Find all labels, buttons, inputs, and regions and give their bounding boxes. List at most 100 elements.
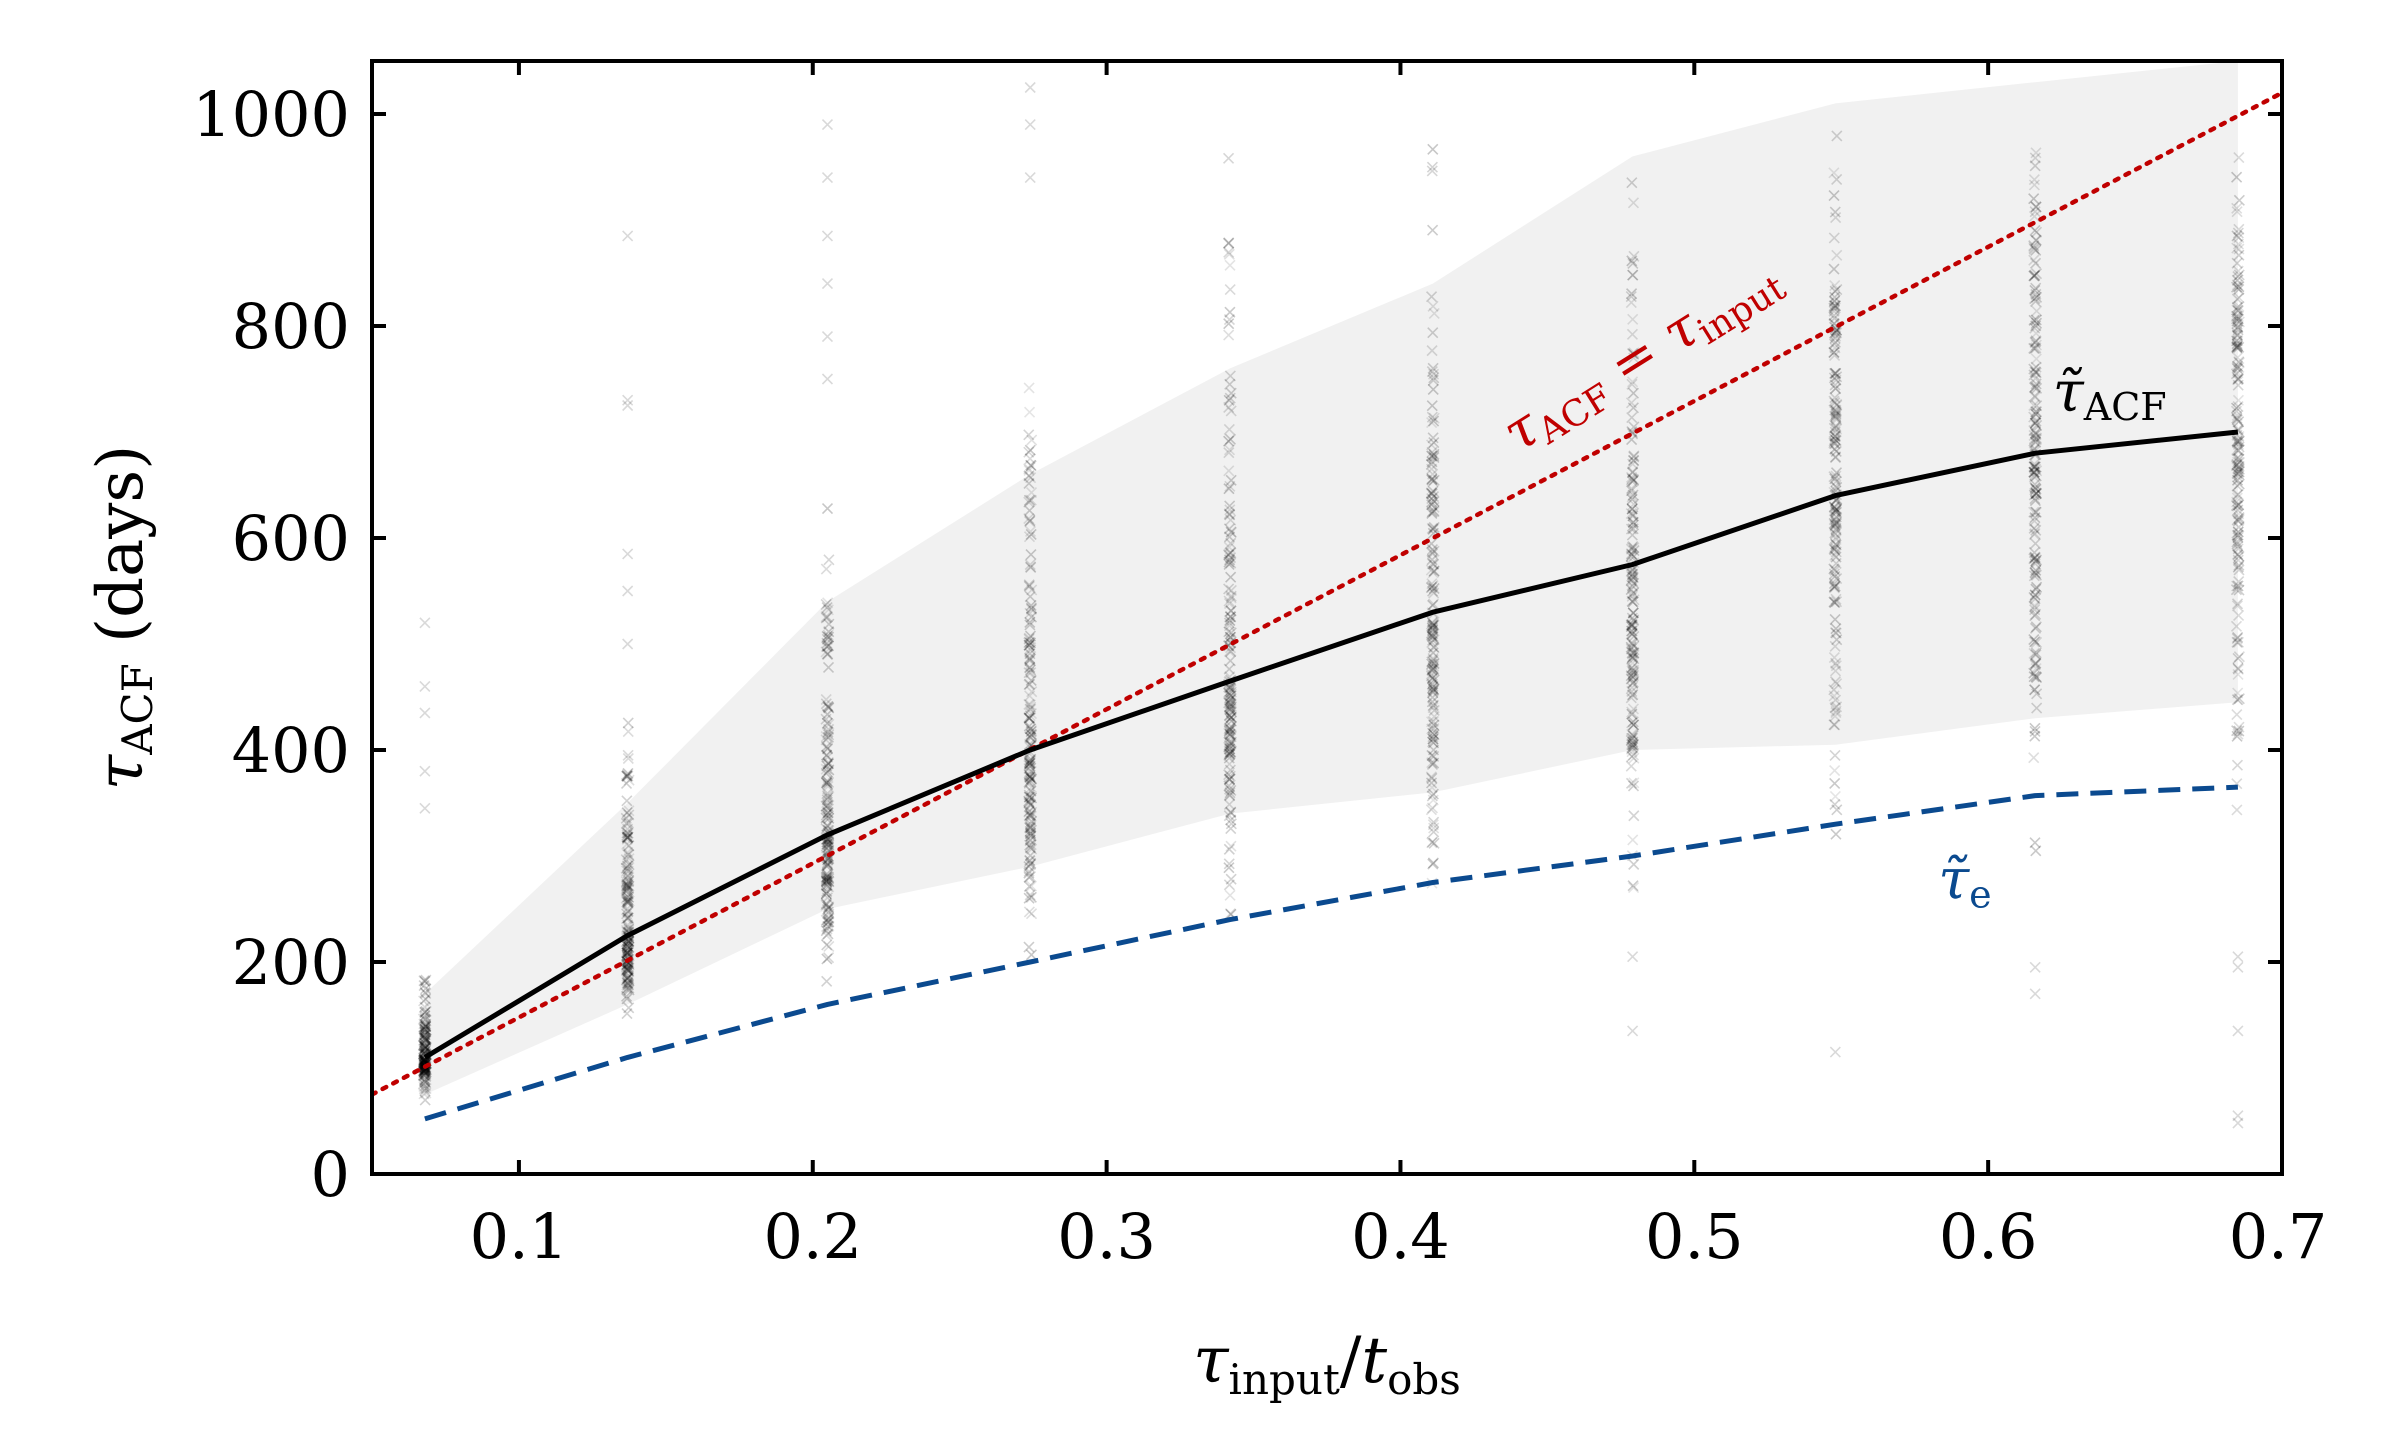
scatter-point	[2231, 538, 2243, 550]
scatter-point	[623, 871, 635, 883]
scatter-point	[2030, 147, 2042, 159]
scatter-point	[1025, 891, 1037, 903]
x-tick-label: 0.2	[763, 1200, 862, 1273]
scatter-point	[823, 916, 835, 928]
scatter-point	[1626, 529, 1638, 541]
scatter-point	[1023, 429, 1035, 441]
scatter-point	[1626, 473, 1638, 485]
scatter-point	[822, 780, 834, 792]
scatter-point	[2231, 759, 2244, 771]
scatter-point	[2029, 593, 2041, 605]
scatter-point	[1829, 694, 1842, 706]
scatter-point	[622, 964, 634, 976]
scatter-point	[1024, 703, 1036, 715]
scatter-point	[1829, 580, 1841, 592]
scatter-point	[1426, 507, 1438, 520]
scatter-point	[2230, 341, 2243, 353]
scatter-point	[1023, 806, 1035, 818]
scatter-point	[1024, 723, 1036, 735]
scatter-point	[1627, 664, 1640, 676]
tau-acf-annotation-subscript: ACF	[2083, 385, 2167, 429]
scatter-point	[2232, 265, 2244, 277]
scatter-point	[417, 1078, 429, 1090]
scatter-point	[2231, 414, 2243, 426]
scatter-point	[1829, 570, 1841, 583]
scatter-point	[621, 963, 633, 976]
scatter-point	[1428, 505, 1440, 517]
scatter-point	[1829, 702, 1841, 714]
scatter-point	[2231, 600, 2243, 612]
scatter-point	[1830, 538, 1842, 550]
scatter-point	[1427, 634, 1439, 646]
scatter-point	[1223, 663, 1235, 675]
scatter-point	[1024, 699, 1036, 711]
scatter-point	[821, 870, 833, 882]
scatter-point	[1425, 564, 1437, 576]
scatter-point	[1625, 643, 1637, 655]
scatter-point	[1428, 501, 1440, 513]
scatter-point	[2231, 412, 2243, 424]
scatter-point	[1223, 318, 1235, 330]
scatter-point	[2028, 546, 2040, 559]
scatter-point	[1023, 406, 1036, 418]
scatter-point	[2030, 647, 2042, 659]
scatter-point	[2029, 461, 2041, 473]
scatter-point	[418, 1066, 430, 1078]
scatter-point	[1023, 470, 1035, 482]
scatter-point	[1425, 496, 1437, 508]
scatter-point	[1626, 619, 1638, 631]
scatter-point	[2029, 482, 2041, 494]
scatter-point	[2233, 269, 2245, 281]
scatter-point	[2028, 461, 2041, 473]
scatter-point	[1628, 614, 1640, 626]
scatter-point	[1627, 638, 1639, 650]
scatter-point	[1024, 827, 1036, 840]
scatter-point	[419, 1073, 431, 1086]
scatter-point	[1831, 173, 1843, 185]
scatter-point	[2231, 444, 2243, 456]
scatter-point	[821, 602, 833, 614]
scatter-point	[2233, 300, 2245, 313]
scatter-point	[1627, 657, 1639, 669]
scatter-point	[2231, 206, 2243, 218]
scatter-point	[622, 823, 634, 835]
scatter-point	[1426, 802, 1439, 814]
scatter-point	[1828, 578, 1840, 590]
scatter-point	[622, 963, 634, 975]
scatter-point	[1223, 246, 1235, 258]
scatter-point	[1025, 644, 1037, 656]
scatter-point	[2232, 394, 2245, 406]
scatter-point	[1426, 629, 1438, 641]
scatter-point	[1427, 794, 1439, 806]
scatter-point	[420, 1033, 432, 1045]
scatter-point	[1024, 648, 1036, 660]
scatter-point	[1224, 713, 1236, 725]
scatter-point	[1224, 433, 1236, 445]
scatter-point	[2030, 314, 2042, 326]
scatter-point	[1830, 627, 1842, 639]
scatter-point	[1425, 777, 1438, 789]
scatter-point	[2030, 291, 2043, 303]
scatter-point	[2231, 342, 2243, 354]
scatter-point	[622, 944, 634, 956]
scatter-point	[1628, 666, 1640, 678]
scatter-point	[2028, 242, 2040, 254]
scatter-point	[1025, 839, 1037, 851]
scatter-point	[418, 1083, 430, 1095]
scatter-point	[2030, 488, 2042, 500]
scatter-point	[1223, 727, 1235, 739]
scatter-point	[1426, 499, 1438, 511]
scatter-point	[2233, 194, 2245, 206]
scatter-point	[1025, 753, 1037, 765]
scatter-point	[1024, 755, 1036, 767]
scatter-point	[2029, 567, 2041, 579]
scatter-point	[1224, 504, 1236, 516]
scatter-point	[621, 993, 633, 1005]
scatter-point	[2233, 478, 2245, 490]
scatter-point	[1223, 879, 1235, 891]
scatter-point	[2232, 471, 2244, 483]
scatter-point	[1023, 477, 1035, 490]
scatter-point	[820, 897, 832, 910]
scatter-point	[1628, 640, 1640, 652]
scatter-point	[1426, 546, 1438, 558]
